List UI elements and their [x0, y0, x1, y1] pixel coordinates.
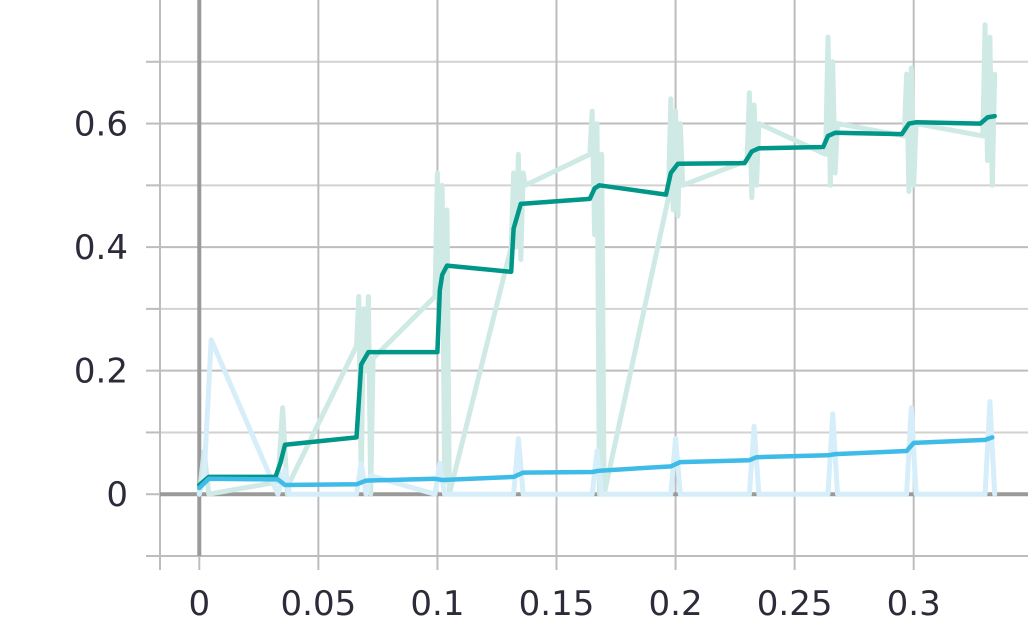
series-line-0	[197, 113, 997, 488]
x-tick-label: 0.15	[519, 584, 595, 624]
x-tick-label: 0	[188, 584, 210, 624]
y-tick-label: 0.4	[74, 228, 128, 268]
x-axis-ticks: 0 0.05 0.1 0.15 0.2 0.25 0.3	[188, 556, 941, 624]
x-tick-label: 0.2	[649, 584, 703, 624]
x-tick-label: 0.3	[887, 584, 941, 624]
y-axis-ticks: 0 0.2 0.4 0.6	[74, 60, 160, 557]
x-tick-label: 0.1	[410, 584, 464, 624]
x-tick-label: 0.05	[281, 584, 357, 624]
y-tick-label: 0.6	[74, 105, 128, 145]
y-tick-label: 0.2	[74, 352, 128, 392]
y-tick-label: 0	[106, 475, 128, 515]
series-layer	[196, 22, 998, 497]
series-line-1	[197, 435, 995, 491]
x-tick-label: 0.25	[757, 584, 833, 624]
